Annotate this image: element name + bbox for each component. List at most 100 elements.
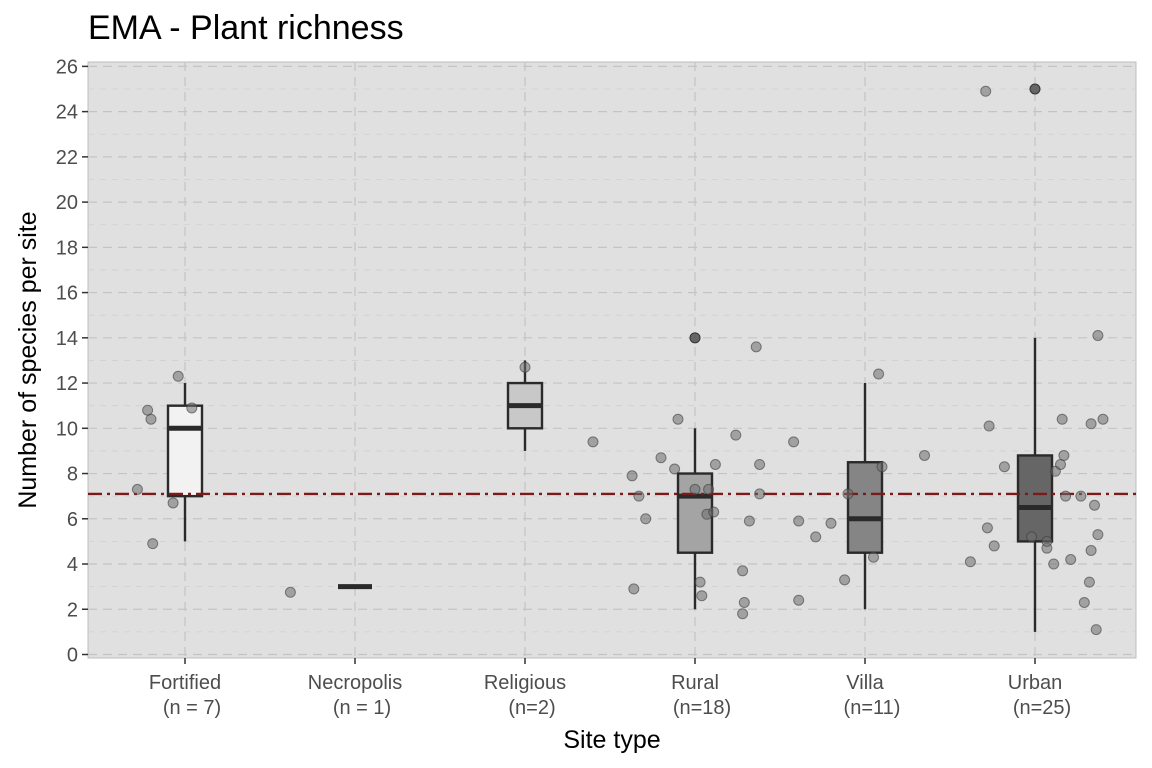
- data-point: [873, 368, 885, 380]
- data-point: [628, 583, 640, 595]
- data-point: [842, 488, 854, 500]
- x-tick-sublabel: (n=2): [508, 697, 555, 719]
- data-point: [737, 608, 749, 620]
- data-point: [1090, 624, 1102, 636]
- y-tick-label: 10: [56, 418, 78, 440]
- data-point: [186, 402, 198, 414]
- data-point: [737, 565, 749, 577]
- data-point: [1092, 330, 1104, 342]
- y-tick-label: 12: [56, 373, 78, 395]
- x-tick-label: Urban: [1008, 672, 1062, 694]
- data-point: [655, 452, 667, 464]
- x-tick-sublabel: (n=25): [1013, 697, 1071, 719]
- data-point: [754, 458, 766, 470]
- data-point: [1085, 418, 1097, 430]
- data-point: [703, 483, 715, 495]
- data-point: [633, 490, 645, 502]
- data-point: [998, 461, 1010, 473]
- data-point: [919, 449, 930, 461]
- plot-border: [87, 61, 1137, 659]
- data-point: [587, 436, 599, 448]
- data-point: [983, 420, 995, 432]
- y-tick-label: 18: [56, 237, 78, 259]
- data-point: [788, 436, 800, 448]
- data-point: [284, 586, 296, 598]
- x-tick-label: Religious: [484, 672, 566, 694]
- data-point: [1065, 553, 1077, 565]
- data-point: [172, 370, 184, 382]
- data-point: [708, 506, 720, 518]
- y-tick-label: 26: [56, 56, 78, 78]
- data-point: [1089, 499, 1100, 511]
- x-tick-sublabel: (n = 7): [163, 697, 221, 719]
- data-point: [1097, 413, 1109, 425]
- data-point: [1056, 413, 1068, 425]
- data-point: [964, 556, 976, 568]
- x-axis-title: Site type: [563, 726, 660, 754]
- data-point: [142, 404, 154, 416]
- data-point: [1041, 535, 1053, 547]
- data-point: [738, 596, 750, 608]
- y-tick-label: 24: [56, 102, 78, 124]
- data-point: [1075, 490, 1087, 502]
- data-point: [1085, 544, 1097, 556]
- x-tick-label: Necropolis: [308, 672, 402, 694]
- y-tick-label: 14: [56, 328, 78, 350]
- outlier-point: [689, 332, 701, 344]
- outlier-point: [1029, 83, 1041, 95]
- data-point: [743, 515, 755, 527]
- data-point: [626, 470, 638, 482]
- data-point: [750, 341, 762, 353]
- data-point: [167, 497, 179, 509]
- points: [131, 85, 1109, 636]
- data-point: [709, 458, 721, 470]
- y-tick-label: 22: [56, 147, 78, 169]
- data-point: [980, 85, 992, 97]
- data-point: [1083, 576, 1095, 588]
- data-point: [868, 551, 879, 563]
- data-point: [810, 531, 822, 543]
- data-point: [696, 590, 708, 602]
- grid: [88, 62, 1136, 658]
- x-tick-label: Villa: [846, 672, 884, 694]
- y-tick-label: 4: [67, 554, 78, 576]
- data-point: [754, 488, 766, 500]
- data-point: [839, 574, 851, 586]
- y-tick-label: 0: [67, 645, 78, 667]
- y-tick-label: 20: [56, 192, 78, 214]
- data-point: [1060, 490, 1072, 502]
- data-point: [519, 361, 531, 373]
- data-point: [825, 517, 837, 529]
- x-tick-label: Fortified: [149, 672, 221, 694]
- x-tick-label: Rural: [671, 672, 719, 694]
- x-axis: Fortified (n = 7) Necropolis (n = 1) Religio…: [149, 658, 1071, 719]
- data-point: [988, 540, 1000, 552]
- box: [166, 404, 204, 498]
- x-tick-sublabel: (n=11): [844, 697, 901, 719]
- data-point: [147, 538, 159, 550]
- data-point: [689, 483, 701, 495]
- data-point: [730, 429, 742, 441]
- data-point: [694, 576, 706, 588]
- data-point: [1058, 449, 1070, 461]
- plot-panel: [88, 62, 1136, 658]
- y-tick-label: 6: [67, 509, 78, 531]
- y-tick-label: 2: [67, 599, 78, 621]
- data-point: [793, 594, 805, 606]
- data-point: [640, 513, 652, 525]
- data-point: [131, 483, 143, 495]
- y-axis-title: Number of species per site: [14, 211, 42, 508]
- data-point: [672, 413, 684, 425]
- boxes: [166, 83, 1054, 632]
- data-point: [793, 515, 805, 527]
- data-point: [1026, 531, 1038, 543]
- x-tick-sublabel: (n=18): [673, 697, 731, 719]
- data-point: [1078, 596, 1090, 608]
- data-point: [1055, 458, 1066, 470]
- box: [1016, 454, 1054, 543]
- data-point: [1092, 529, 1104, 541]
- y-tick-label: 16: [56, 283, 78, 305]
- data-point: [1048, 558, 1060, 570]
